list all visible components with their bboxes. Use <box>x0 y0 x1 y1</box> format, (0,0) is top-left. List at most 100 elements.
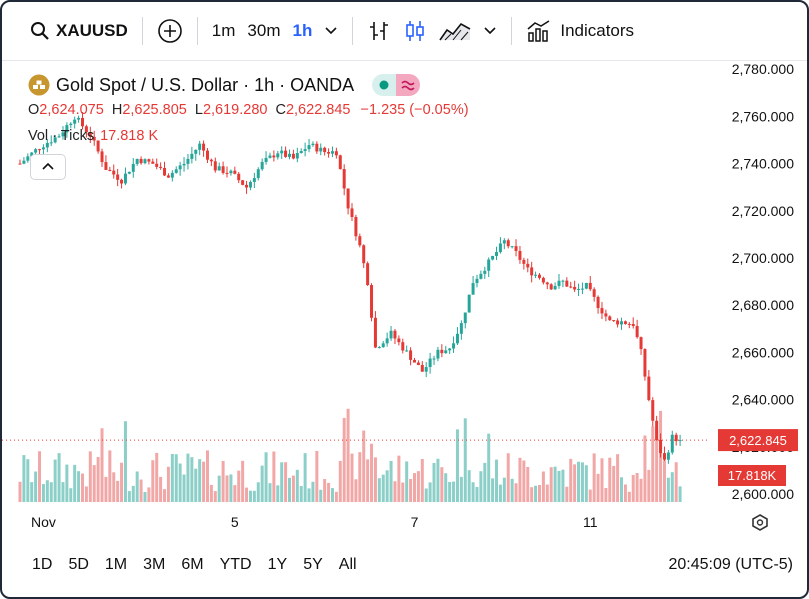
compare-symbol-button[interactable] <box>151 13 189 49</box>
candle-body <box>354 216 358 237</box>
candle-body <box>159 166 163 168</box>
candle-body <box>366 263 370 286</box>
candle-body <box>647 376 651 401</box>
candle-body <box>397 338 401 343</box>
candle-body <box>139 158 143 164</box>
range-ytd[interactable]: YTD <box>219 555 252 573</box>
range-6m[interactable]: 6M <box>181 555 204 573</box>
low-label: L <box>194 102 203 118</box>
candle-body <box>73 119 77 124</box>
interval-1m[interactable]: 1m <box>211 21 236 40</box>
volume-bar <box>260 465 264 502</box>
volume-bar <box>41 484 45 502</box>
symbol-search-button[interactable]: XAUUSD <box>24 13 134 49</box>
candle-body <box>45 142 49 148</box>
volume-bar <box>18 481 22 502</box>
volume-bar <box>108 450 112 502</box>
volume-bar <box>57 453 61 502</box>
collapse-legend-button[interactable] <box>30 154 66 180</box>
candle-body <box>506 240 510 247</box>
candle-body <box>330 151 334 154</box>
volume-bar <box>155 452 159 502</box>
time-axis[interactable]: Nov 5 7 11 <box>31 514 598 530</box>
interval-30m[interactable]: 30m <box>247 21 281 40</box>
interval-1h[interactable]: 1h <box>292 21 313 40</box>
market-open-icon <box>372 74 397 96</box>
price-chart[interactable]: 2,600.0002,620.0002,640.0002,660.0002,68… <box>2 60 807 540</box>
volume-bar <box>588 489 592 502</box>
volume-value: 17.818 K <box>100 128 159 144</box>
volume-bar <box>389 460 393 502</box>
volume-bar <box>549 467 553 502</box>
candle-body <box>123 173 127 184</box>
volume-bar <box>522 460 526 502</box>
volume-bar <box>116 480 120 502</box>
time-tick-label: 7 <box>411 514 419 530</box>
candle-body <box>174 169 178 173</box>
candle-body <box>198 143 202 150</box>
candle-style-button[interactable] <box>397 13 433 49</box>
volume-bar <box>30 482 34 502</box>
clock-timezone[interactable]: 20:45:09 (UTC-5) <box>668 555 794 573</box>
candle-body <box>299 151 303 154</box>
price-tick-label: 2,700.000 <box>732 250 794 266</box>
volume-bar <box>252 490 256 502</box>
volume-bar <box>635 472 639 502</box>
volume-bar <box>385 470 389 502</box>
axis-settings-button[interactable] <box>752 514 768 531</box>
range-5y[interactable]: 5Y <box>303 555 323 573</box>
range-1y[interactable]: 1Y <box>267 555 288 573</box>
area-style-button[interactable] <box>433 13 477 49</box>
candle-body <box>674 434 678 442</box>
open-label: O <box>28 102 40 118</box>
area-style-icon <box>439 22 471 41</box>
volume-bar <box>350 453 354 502</box>
volume-bar <box>627 491 631 502</box>
candle-body <box>553 285 557 290</box>
candle-body <box>280 150 284 154</box>
range-3m[interactable]: 3M <box>143 555 166 573</box>
bar-style-button[interactable] <box>361 13 397 49</box>
volume-bar <box>65 464 69 502</box>
candle-body <box>256 169 260 179</box>
symbol-label: XAUUSD <box>56 21 128 40</box>
candle-body <box>288 153 292 157</box>
candle-body <box>342 169 346 189</box>
range-bar: 1D 5D 1M 3M 6M YTD 1Y 5Y All 20:45:09 (U… <box>2 542 807 587</box>
volume-bar <box>186 453 190 502</box>
candle-body <box>655 420 659 440</box>
volume-bar <box>233 485 237 502</box>
toolbar-divider <box>196 17 198 45</box>
price-tick-label: 2,780.000 <box>732 61 794 77</box>
candle-body <box>225 172 229 174</box>
time-tick-label: Nov <box>31 514 56 530</box>
volume-bar <box>471 482 475 502</box>
candle-body <box>213 161 217 171</box>
range-all[interactable]: All <box>338 555 357 573</box>
candle-body <box>84 126 88 133</box>
candle-body <box>483 270 487 274</box>
volume-bar <box>38 451 42 502</box>
candle-body <box>526 263 530 268</box>
open-value: 2,624.075 <box>39 102 104 118</box>
range-5d[interactable]: 5D <box>68 555 89 573</box>
range-1d[interactable]: 1D <box>32 555 53 573</box>
interval-dropdown[interactable] <box>318 13 344 49</box>
chart-style-dropdown[interactable] <box>477 13 503 49</box>
gold-logo-icon <box>28 74 50 96</box>
candle-body <box>120 179 124 184</box>
candle-body <box>580 288 584 290</box>
volume-bar <box>479 471 483 502</box>
candle-body <box>245 184 249 188</box>
price-tick-label: 2,600.000 <box>732 486 794 502</box>
indicators-button[interactable]: Indicators <box>520 13 640 49</box>
volume-bar <box>159 476 163 502</box>
volume-bar <box>163 489 167 502</box>
volume-bar <box>557 470 561 502</box>
high-label: H <box>111 102 123 118</box>
market-status-pill[interactable] <box>372 74 421 96</box>
volume-bar <box>643 435 647 502</box>
range-1m[interactable]: 1M <box>104 555 128 573</box>
volume-bar <box>96 456 100 502</box>
